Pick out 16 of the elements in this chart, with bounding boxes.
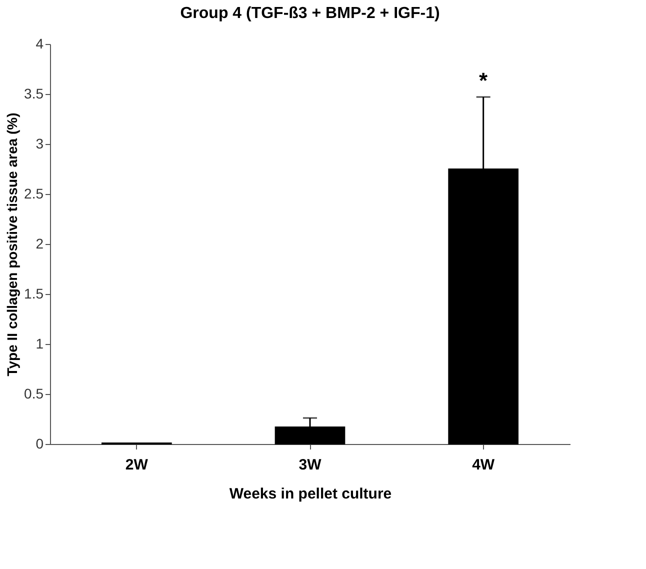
y-tick-label: 4	[36, 36, 44, 52]
x-tick-label: 4W	[472, 456, 496, 474]
y-tick-label: 1.5	[24, 286, 44, 302]
y-tick-label: 0	[36, 436, 44, 452]
x-axis-title: Weeks in pellet culture	[229, 486, 392, 502]
y-tick-label: 1	[36, 336, 44, 352]
y-tick-label: 3	[36, 136, 44, 152]
annotation: *	[479, 68, 488, 93]
y-axis-title: Type II collagen positive tissue area (%)	[4, 112, 20, 376]
y-tick-label: 2.5	[24, 186, 44, 202]
x-tick-label: 3W	[298, 456, 322, 474]
y-tick-label: 2	[36, 236, 44, 252]
x-tick-label: 2W	[125, 456, 149, 474]
y-tick-label: 3.5	[24, 86, 44, 102]
chart-title: Group 4 (TGF-ß3 + BMP-2 + IGF-1)	[180, 5, 440, 22]
y-tick-label: 0.5	[24, 386, 44, 402]
